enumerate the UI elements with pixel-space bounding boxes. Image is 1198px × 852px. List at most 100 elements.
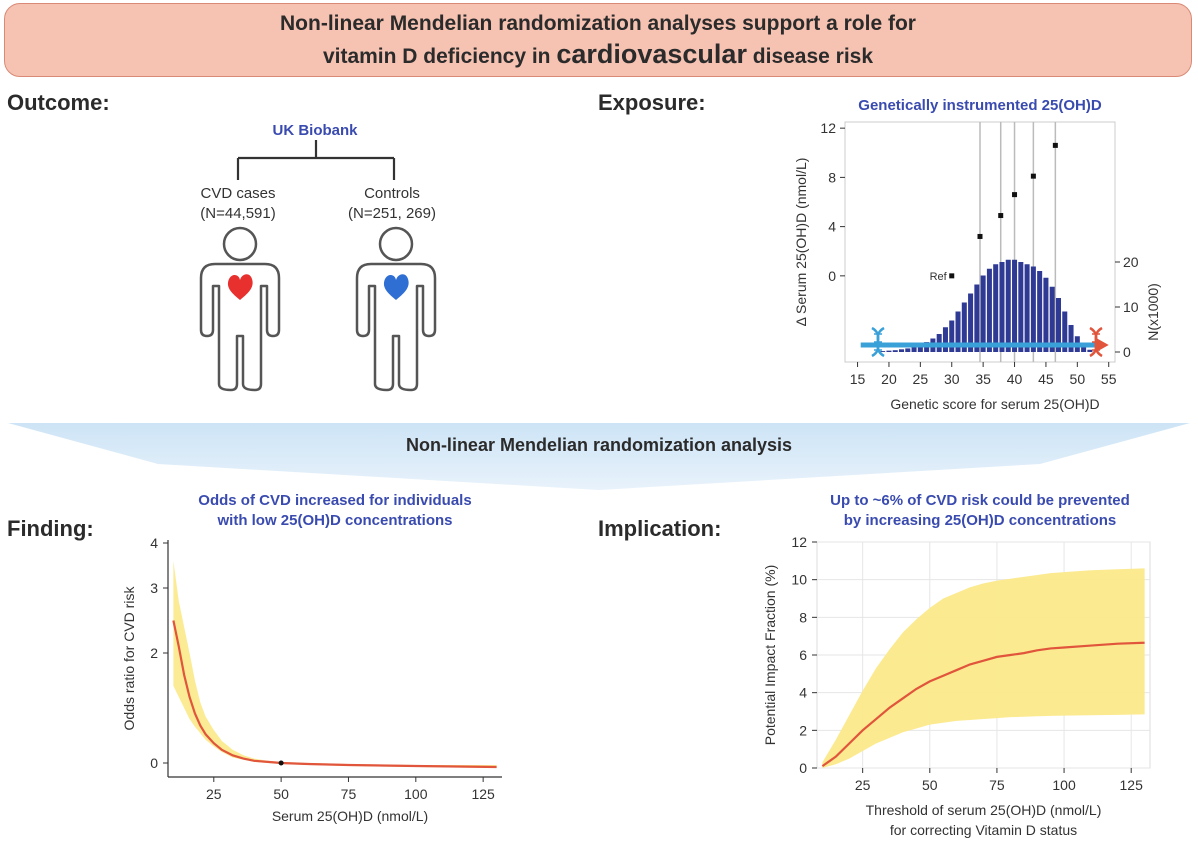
x-tick-label: 100 — [404, 786, 428, 802]
y-axis-label: Potential Impact Fraction (%) — [762, 565, 778, 746]
cases-count: (N=44,591) — [200, 205, 276, 222]
title-line-2-pre: vitamin D deficiency in — [322, 44, 557, 68]
x-tick-label: 125 — [471, 786, 495, 802]
x-tick-label: 50 — [1070, 371, 1086, 387]
cases-person-icon — [199, 226, 281, 392]
y-tick-label: 0 — [828, 268, 836, 284]
x-tick-label: 15 — [850, 371, 866, 387]
x-tick-label: 55 — [1101, 371, 1117, 387]
histogram-bar — [1081, 345, 1087, 352]
x-tick-label: 75 — [989, 777, 1005, 793]
x-tick-label: 50 — [922, 777, 938, 793]
ref-label: Ref — [930, 271, 948, 283]
histogram-bar — [974, 284, 980, 352]
histogram-bar — [1062, 311, 1068, 352]
exposure-point — [977, 233, 983, 239]
dna-low-icon — [871, 326, 885, 358]
x-axis-label: Serum 25(OH)D (nmol/L) — [272, 808, 428, 824]
analysis-banner-text: Non-linear Mendelian randomization analy… — [405, 435, 793, 455]
histogram-bar — [949, 320, 955, 352]
reference-point — [278, 760, 284, 766]
histogram-bar — [1037, 271, 1043, 352]
implication-label: Implication: — [598, 516, 722, 541]
y-tick-label: 0 — [150, 755, 158, 771]
x-tick-label: 35 — [975, 371, 991, 387]
tree-lines — [236, 140, 396, 180]
histogram-bar — [980, 275, 986, 352]
x-tick-label: 50 — [273, 786, 289, 802]
y-axis-label: Odds ratio for CVD risk — [121, 586, 137, 731]
y-tick-label: 8 — [799, 609, 807, 625]
histogram-bar — [1012, 259, 1018, 352]
histogram-bar — [1005, 259, 1011, 352]
x-tick-label: 100 — [1052, 777, 1076, 793]
title-line-1: Non-linear Mendelian randomization analy… — [280, 11, 916, 35]
histogram-bar — [955, 311, 961, 352]
exposure-point — [949, 273, 955, 279]
cohort-label: UK Biobank — [272, 122, 358, 139]
y-tick-label: 8 — [828, 169, 836, 185]
histogram-bar — [1055, 298, 1061, 352]
histogram-bar — [905, 348, 911, 352]
y-tick-label: 4 — [799, 685, 807, 701]
outcome-label: Outcome: — [7, 90, 110, 115]
impact-fraction-line — [821, 641, 1145, 768]
controls-person-icon — [355, 226, 437, 392]
title-banner: Non-linear Mendelian randomization analy… — [4, 3, 1192, 77]
x-axis-label-line-2: for correcting Vitamin D status — [890, 822, 1077, 838]
x-tick-label: 25 — [855, 777, 871, 793]
histogram-bar — [961, 302, 967, 352]
controls-heart-icon — [383, 274, 409, 300]
cases-heart-icon — [227, 274, 253, 300]
x-tick-label: 40 — [1007, 371, 1023, 387]
histogram-bar — [892, 350, 898, 352]
histogram-bar — [911, 346, 917, 352]
exposure-label: Exposure: — [598, 90, 706, 115]
histogram-bar — [917, 344, 923, 352]
y2-tick-label: 10 — [1123, 299, 1139, 315]
histogram-bar — [968, 293, 974, 352]
finding-title: Odds of CVD increased for individuals wi… — [140, 491, 530, 531]
histogram-bar — [1049, 286, 1055, 352]
finding-title-line-2: with low 25(OH)D concentrations — [217, 512, 453, 529]
histogram-bar — [993, 264, 999, 352]
histogram-bar — [1030, 266, 1036, 352]
y2-axis-label: N(x1000) — [1145, 283, 1161, 341]
y-tick-label: 12 — [820, 120, 836, 136]
controls-name: Controls — [364, 185, 420, 202]
x-axis-label-line-1: Threshold of serum 25(OH)D (nmol/L) — [866, 802, 1102, 818]
exposure-chart-title: Genetically instrumented 25(OH)D — [858, 97, 1102, 114]
x-tick-label: 75 — [341, 786, 357, 802]
implication-title-line-2: by increasing 25(OH)D concentrations — [843, 512, 1117, 529]
histogram-bar — [1068, 325, 1074, 352]
y-axis-label: Δ Serum 25(OH)D (nmol/L) — [793, 158, 809, 327]
x-tick-label: 25 — [206, 786, 222, 802]
title-emphasis: cardiovascular — [556, 38, 747, 69]
exposure-point — [1030, 173, 1036, 179]
cases-name: CVD cases — [200, 185, 276, 202]
y-tick-label: 4 — [828, 219, 836, 235]
odds-ratio-line — [172, 620, 497, 769]
y-tick-label: 12 — [791, 534, 807, 550]
histogram-bar — [886, 350, 892, 352]
exposure-point — [998, 213, 1004, 219]
y2-tick-label: 0 — [1123, 344, 1131, 360]
finding-label: Finding: — [7, 516, 94, 541]
histogram-bar — [999, 262, 1005, 352]
y-tick-label: 0 — [799, 760, 807, 776]
histogram-bar — [1024, 264, 1030, 352]
y-tick-label: 2 — [150, 645, 158, 661]
histogram-bar — [1043, 277, 1049, 352]
histogram-bar — [880, 351, 886, 352]
exposure-point — [1012, 192, 1018, 198]
controls-count: (N=251, 269) — [348, 205, 436, 222]
y-tick-label: 10 — [791, 572, 807, 588]
x-tick-label: 25 — [913, 371, 929, 387]
histogram-bar — [942, 327, 948, 352]
histogram-bar — [899, 349, 905, 352]
cases-label: CVD cases (N=44,591) — [168, 184, 308, 224]
title-line-2-post: disease risk — [746, 44, 874, 68]
confidence-band — [173, 561, 497, 768]
implication-chart: 0 2 4 6 8 10 12 25 50 75 100 125 Threshold of serum … — [762, 534, 1151, 838]
